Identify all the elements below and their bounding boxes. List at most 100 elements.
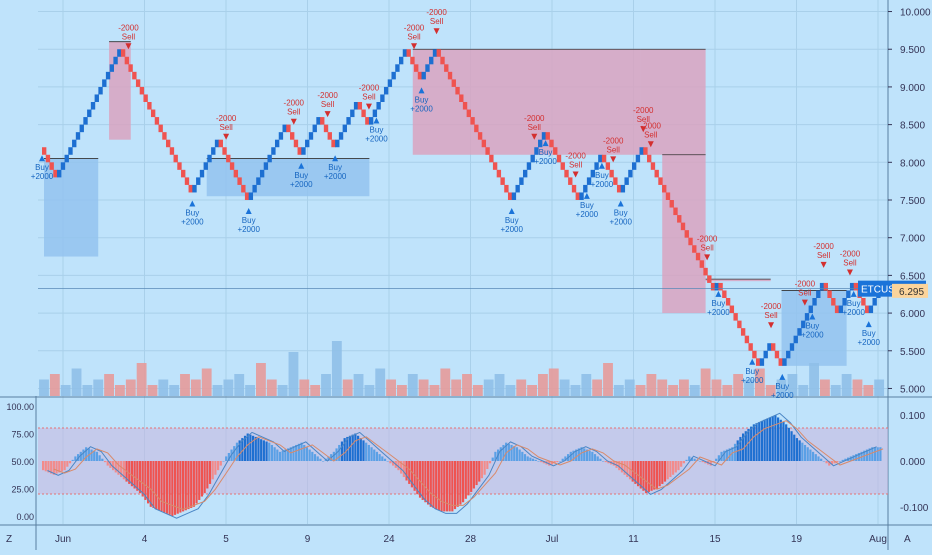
sell-arrow-icon	[768, 322, 775, 329]
trade-label: Sell	[607, 145, 621, 154]
brick-up	[523, 169, 528, 178]
trade-qty: +2000	[181, 217, 204, 226]
brick-up	[342, 124, 347, 133]
osc-bar	[173, 461, 177, 515]
brick-up	[57, 169, 62, 178]
trade-qty: +2000	[842, 308, 865, 317]
brick-up	[117, 49, 122, 57]
brick-down	[42, 147, 47, 155]
brick-down	[470, 117, 475, 125]
brick-down	[774, 350, 780, 359]
osc-bar	[308, 449, 311, 461]
osc-bar	[195, 461, 198, 504]
volume-bar	[668, 385, 678, 396]
osc-bar	[855, 454, 858, 461]
brick-down	[459, 94, 464, 102]
osc-bar	[467, 461, 470, 496]
brick-up	[274, 139, 280, 148]
trade-qty: -2000	[524, 114, 545, 123]
brick-down	[748, 343, 753, 351]
osc-bar	[103, 461, 107, 463]
trade-label: Sell	[407, 32, 421, 41]
trade-qty: +2000	[591, 180, 614, 189]
brick-up	[846, 290, 851, 298]
osc-bar	[814, 454, 817, 461]
brick-up	[87, 109, 92, 118]
brick-up	[196, 177, 201, 185]
brick-down	[181, 169, 186, 178]
buy-arrow-icon	[865, 321, 872, 328]
osc-bar	[114, 461, 117, 473]
volume-bar	[874, 379, 885, 396]
osc-bar	[106, 461, 109, 466]
volume-bar	[440, 368, 451, 396]
osc-bar	[755, 423, 758, 461]
osc-bar	[750, 426, 753, 461]
osc-bar	[82, 449, 85, 461]
osc-bar	[338, 444, 341, 461]
osc-bar	[661, 461, 664, 484]
osc-bar	[626, 461, 629, 478]
brick-up	[376, 102, 381, 110]
brick-up	[842, 298, 847, 306]
volume-bar	[765, 385, 776, 396]
osc-bar	[443, 461, 446, 512]
osc-bar	[653, 461, 656, 490]
osc-bar	[211, 461, 214, 480]
volume-bar	[49, 374, 60, 396]
trade-label: Sell	[430, 17, 444, 26]
brick-down	[695, 252, 701, 261]
osc-bar	[876, 447, 879, 461]
trade-label: Sell	[817, 251, 831, 260]
brick-up	[429, 56, 434, 65]
brick-up	[624, 177, 629, 185]
osc-bar	[798, 440, 801, 461]
osc-bar	[550, 461, 554, 465]
brick-up	[767, 343, 772, 351]
brick-up	[380, 94, 385, 102]
brick-up	[808, 305, 813, 314]
brick-up	[211, 147, 216, 155]
brick-up	[583, 184, 588, 193]
corner-label-right: A	[904, 534, 911, 545]
osc-tick-label-right: 0.100	[900, 411, 925, 422]
brick-up	[511, 192, 517, 200]
brick-up	[113, 56, 118, 65]
brick-up	[872, 298, 877, 306]
volume-bar	[820, 379, 830, 396]
osc-bar	[666, 461, 669, 480]
volume-bar	[71, 368, 82, 396]
osc-bar	[389, 461, 392, 464]
osc-bar	[650, 461, 653, 491]
prev-price-value: 6.295	[899, 287, 924, 298]
osc-bar	[233, 446, 236, 461]
brick-up	[102, 79, 107, 87]
osc-bar	[257, 438, 260, 461]
brick-up	[248, 192, 254, 200]
trade-qty: +2000	[741, 376, 764, 385]
osc-bar	[252, 435, 255, 461]
osc-bar	[510, 444, 513, 461]
brick-up	[526, 162, 532, 170]
osc-bar	[370, 447, 373, 461]
osc-bar	[249, 434, 252, 461]
osc-tick-label-right: -0.100	[900, 503, 929, 514]
brick-down	[861, 298, 866, 306]
brick-down	[643, 147, 648, 155]
osc-bar	[475, 461, 478, 486]
brick-down	[173, 154, 178, 163]
sell-arrow-icon	[365, 103, 372, 110]
brick-down	[752, 350, 757, 359]
osc-bar	[311, 451, 314, 461]
trade-label: Buy	[745, 367, 759, 376]
brick-down	[568, 177, 573, 185]
brick-down	[229, 162, 235, 170]
trade-qty: +2000	[534, 157, 557, 166]
volume-bar	[288, 352, 299, 396]
osc-bar	[742, 433, 745, 461]
brick-up	[192, 184, 197, 193]
price-tick-label: 5.500	[900, 347, 925, 358]
volume-bar	[603, 363, 613, 396]
osc-bar	[852, 455, 855, 461]
